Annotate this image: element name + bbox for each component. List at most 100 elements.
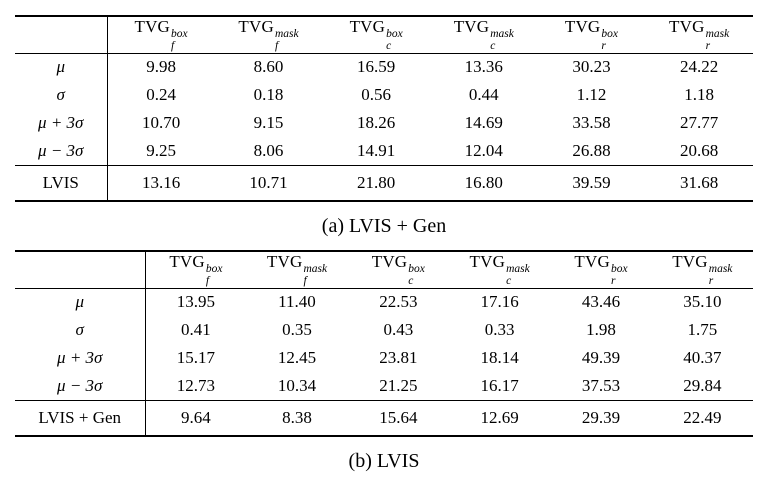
footer-value-cell: 39.59 bbox=[572, 172, 611, 192]
metric-supsub: mask c bbox=[506, 263, 530, 287]
table-a-body: μ 9.98 8.60 16.59 13.36 30.23 24.22 σ 0.24 0.18 0.… bbox=[15, 53, 753, 165]
header-label-spacer bbox=[15, 16, 108, 53]
metric-subscript: f bbox=[171, 40, 175, 53]
table-b-footer: LVIS + Gen 9.64 8.38 15.64 12.69 29.39 22.49 bbox=[15, 400, 753, 436]
table-row: σ 0.41 0.35 0.43 0.33 1.98 1.75 bbox=[15, 316, 753, 344]
row-label: μ + 3σ bbox=[15, 109, 108, 137]
metric-supsub: box c bbox=[386, 28, 403, 52]
value-cell: 16.59 bbox=[357, 57, 396, 77]
metric-supsub: mask f bbox=[303, 263, 327, 287]
footer-row: LVIS 13.16 10.71 21.80 16.80 39.59 31.68 bbox=[15, 165, 753, 201]
value-cell: 0.43 bbox=[383, 320, 414, 339]
value-cell: 16.17 bbox=[480, 375, 519, 395]
value-cell: 8.60 bbox=[253, 57, 284, 77]
value-cell: 0.56 bbox=[361, 85, 392, 104]
metric-supsub: mask r bbox=[709, 263, 733, 287]
footer-value-cell: 13.16 bbox=[141, 172, 181, 192]
value-cell: 1.98 bbox=[586, 320, 616, 339]
metric-superscript: mask bbox=[303, 263, 328, 276]
metric-name: TVG bbox=[349, 17, 386, 37]
row-label: μ − 3σ bbox=[15, 137, 108, 165]
footer-value-cell: 12.69 bbox=[480, 407, 519, 427]
row-label: μ bbox=[15, 53, 108, 81]
value-cell: 43.46 bbox=[581, 292, 621, 312]
metric-supsub: box f bbox=[206, 263, 223, 287]
table-row: μ − 3σ 9.25 8.06 14.91 12.04 26.88 20.68 bbox=[15, 137, 753, 165]
metric-subscript: c bbox=[506, 275, 512, 288]
row-label: μ bbox=[15, 288, 146, 316]
value-cell: 12.45 bbox=[277, 348, 317, 367]
column-header: TVG mask c bbox=[430, 16, 538, 53]
column-header: TVG mask r bbox=[652, 251, 753, 288]
column-header: TVG box f bbox=[145, 251, 246, 288]
footer-value-cell: 8.38 bbox=[282, 407, 312, 427]
column-header: TVG box r bbox=[538, 16, 646, 53]
column-header: TVG mask c bbox=[449, 251, 550, 288]
value-cell: 37.53 bbox=[581, 375, 621, 395]
footer-value-cell: 22.49 bbox=[683, 407, 722, 427]
value-cell: 26.88 bbox=[572, 140, 611, 160]
value-cell: 0.24 bbox=[146, 85, 176, 104]
column-header: TVG box r bbox=[550, 251, 651, 288]
value-cell: 27.77 bbox=[680, 113, 719, 132]
column-header: TVG box c bbox=[348, 251, 449, 288]
row-label: σ bbox=[15, 81, 108, 109]
metric-supsub: box r bbox=[611, 263, 628, 287]
value-cell: 10.34 bbox=[277, 375, 317, 395]
metric-superscript: box bbox=[408, 263, 425, 276]
metric-superscript: box bbox=[205, 263, 223, 276]
value-cell: 0.41 bbox=[181, 320, 211, 339]
metric-subscript: r bbox=[601, 40, 606, 53]
value-cell: 9.25 bbox=[146, 140, 176, 160]
header-row: TVG box f TVG mask f TVG box c TVG mask c TVG box r TVG… bbox=[15, 16, 753, 53]
column-header: TVG box f bbox=[107, 16, 215, 53]
metric-superscript: mask bbox=[705, 28, 730, 41]
value-cell: 20.68 bbox=[680, 140, 719, 160]
metric-superscript: box bbox=[171, 28, 188, 41]
metric-name: TVG bbox=[371, 252, 408, 272]
footer-row: LVIS + Gen 9.64 8.38 15.64 12.69 29.39 22.49 bbox=[15, 400, 753, 436]
metric-supsub: mask c bbox=[490, 28, 514, 52]
metric-subscript: f bbox=[205, 275, 210, 288]
value-cell: 0.44 bbox=[468, 85, 499, 104]
footer-value-cell: 10.71 bbox=[249, 172, 288, 192]
column-header: TVG box c bbox=[322, 16, 430, 53]
metric-supsub: box c bbox=[408, 263, 425, 287]
footer-value-cell: 21.80 bbox=[357, 172, 396, 192]
metric-subscript: r bbox=[610, 275, 616, 288]
metric-supsub: box f bbox=[171, 28, 188, 52]
footer-value-cell: 15.64 bbox=[379, 407, 418, 427]
value-cell: 40.37 bbox=[683, 348, 722, 367]
metric-subscript: r bbox=[708, 275, 714, 288]
metric-name: TVG bbox=[669, 17, 705, 37]
value-cell: 9.15 bbox=[253, 113, 284, 132]
value-cell: 24.22 bbox=[680, 57, 719, 77]
table-a-header: TVG box f TVG mask f TVG box c TVG mask c TVG box r TVG… bbox=[15, 16, 753, 53]
metric-subscript: c bbox=[386, 40, 392, 53]
metric-name: TVG bbox=[469, 252, 506, 272]
footer-row-label: LVIS bbox=[15, 165, 108, 201]
value-cell: 49.39 bbox=[581, 348, 621, 367]
metric-superscript: mask bbox=[274, 28, 299, 41]
value-cell: 29.84 bbox=[683, 375, 722, 395]
value-cell: 13.95 bbox=[176, 292, 216, 312]
table-row: μ 13.95 11.40 22.53 17.16 43.46 35.10 bbox=[15, 288, 753, 316]
metric-supsub: mask f bbox=[275, 28, 299, 52]
value-cell: 23.81 bbox=[379, 348, 418, 367]
metric-name: TVG bbox=[564, 17, 601, 37]
value-cell: 18.14 bbox=[480, 348, 519, 367]
table-row: μ 9.98 8.60 16.59 13.36 30.23 24.22 bbox=[15, 53, 753, 81]
value-cell: 12.73 bbox=[176, 375, 216, 395]
footer-value-cell: 31.68 bbox=[680, 172, 719, 192]
stats-table-a: TVG box f TVG mask f TVG box c TVG mask c TVG box r TVG… bbox=[15, 15, 753, 202]
column-header: TVG mask r bbox=[645, 16, 753, 53]
row-label: μ − 3σ bbox=[15, 372, 146, 400]
metric-subscript: f bbox=[274, 40, 279, 53]
metric-subscript: f bbox=[303, 275, 307, 288]
metric-superscript: box bbox=[610, 263, 628, 276]
metric-superscript: mask bbox=[506, 263, 530, 276]
row-label: μ + 3σ bbox=[15, 344, 146, 372]
column-header: TVG mask f bbox=[215, 16, 323, 53]
header-row: TVG box f TVG mask f TVG box c TVG mask c TVG box r TVG… bbox=[15, 251, 753, 288]
value-cell: 12.04 bbox=[464, 140, 503, 160]
